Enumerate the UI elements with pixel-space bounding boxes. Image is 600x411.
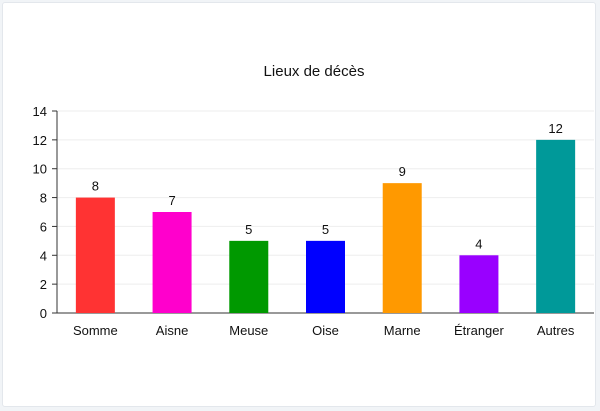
bar-somme [75, 197, 115, 313]
y-tick-label: 0 [40, 306, 47, 321]
y-tick-label: 8 [40, 191, 47, 206]
x-category-label: Oise [312, 323, 339, 338]
x-category-label: Marne [384, 323, 421, 338]
y-tick-label: 4 [40, 248, 47, 263]
x-category-label: Étranger [454, 323, 505, 338]
bars [75, 139, 576, 313]
bar-meuse [229, 240, 269, 313]
data-label: 8 [92, 179, 99, 194]
data-label: 5 [245, 222, 252, 237]
y-tick-label: 12 [33, 133, 47, 148]
x-category-label: Autres [537, 323, 575, 338]
bar-aisne [152, 212, 192, 313]
data-label: 7 [168, 193, 175, 208]
chart-title: Lieux de décès [264, 63, 365, 80]
gridlines [57, 110, 594, 285]
y-tick-label: 6 [40, 219, 47, 234]
data-label: 5 [322, 222, 329, 237]
bar-etranger [459, 255, 499, 313]
y-tick-label: 14 [33, 104, 47, 119]
data-label: 9 [399, 164, 406, 179]
labels: 0 2 4 6 8 10 12 14 8 Somme 7 Aisne 5 Meuse 5 Oise 9 Marne… [33, 104, 575, 338]
y-tick-label: 2 [40, 277, 47, 292]
bar-autres [536, 139, 576, 313]
y-tick-label: 10 [33, 162, 47, 177]
bar-marne [382, 183, 422, 313]
data-label: 4 [475, 236, 482, 251]
x-category-label: Meuse [229, 323, 268, 338]
x-category-label: Aisne [156, 323, 189, 338]
bar-oise [306, 240, 345, 313]
x-category-label: Somme [73, 323, 118, 338]
data-label: 12 [548, 121, 562, 136]
